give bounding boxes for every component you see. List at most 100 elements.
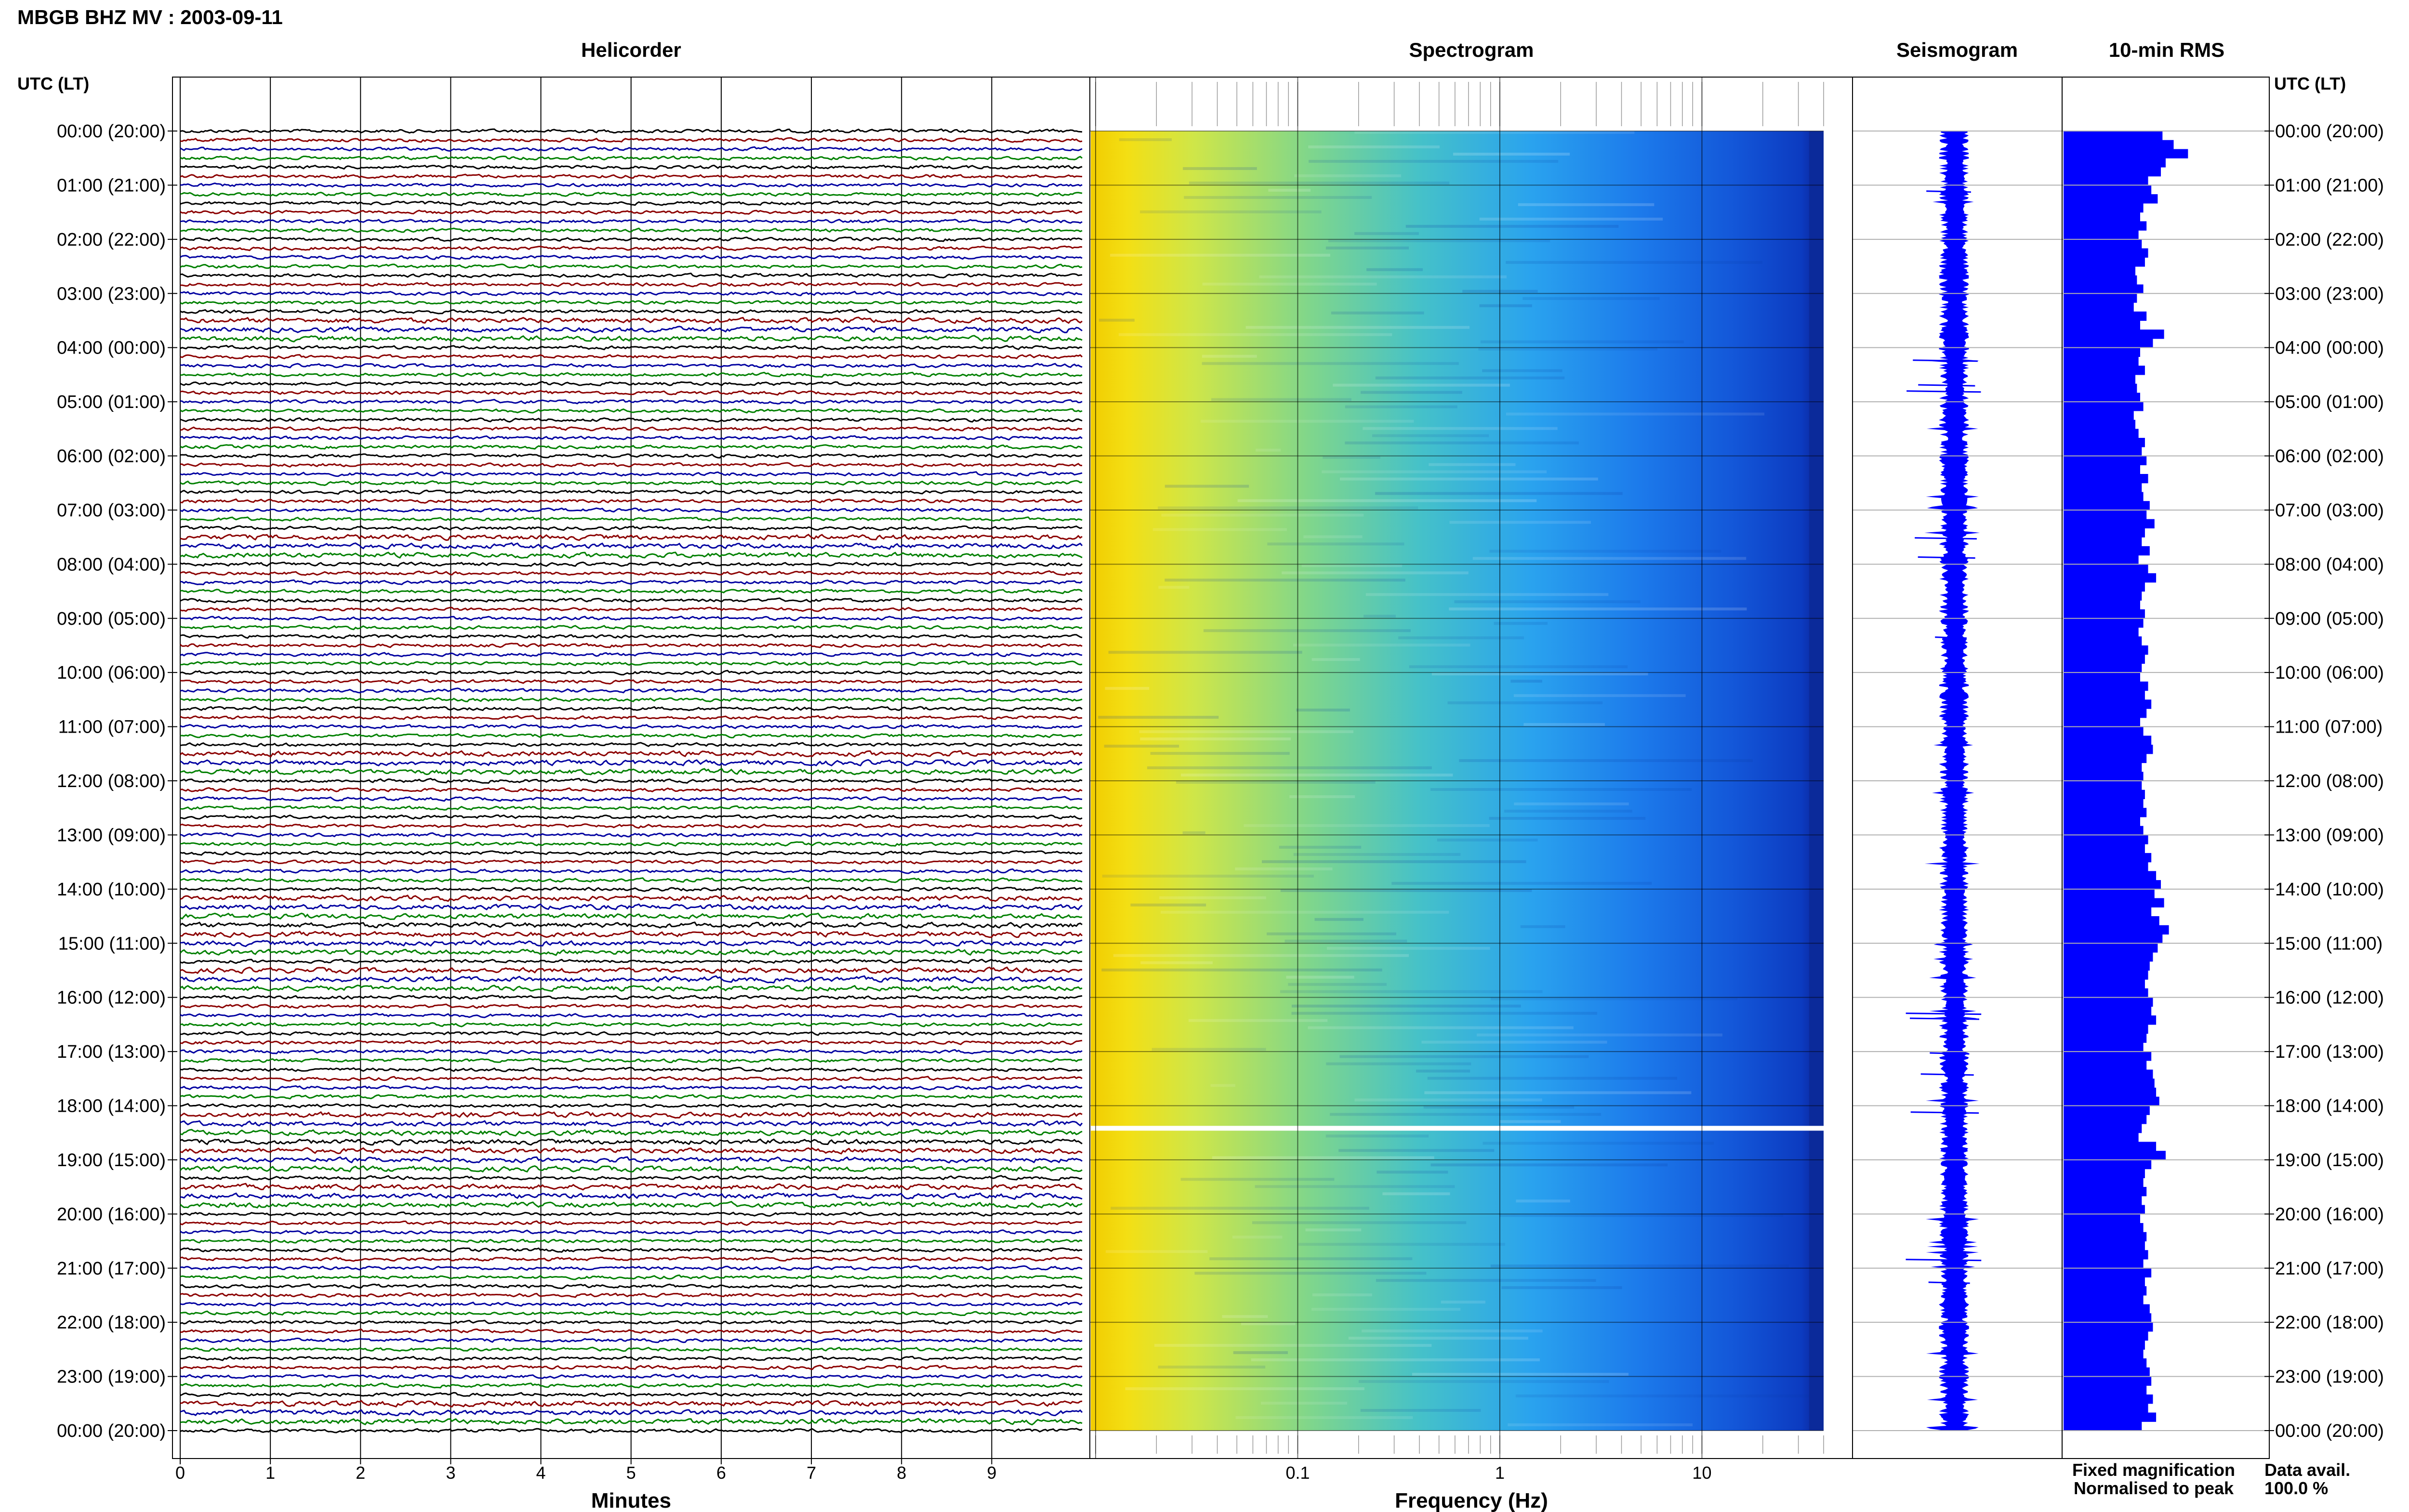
- rms-bar: [2064, 1123, 2142, 1133]
- spectrogram-texture: [1119, 138, 1172, 141]
- helicorder-trace: [180, 552, 1083, 559]
- rms-bar: [2064, 1024, 2148, 1034]
- rms-bar: [2064, 889, 2155, 899]
- spectrogram-texture: [1327, 947, 1490, 950]
- rms-bar: [2064, 862, 2148, 871]
- helicorder-trace: [180, 155, 1083, 161]
- spectrogram-texture: [1330, 1113, 1602, 1116]
- spectrogram-texture: [1140, 210, 1322, 213]
- spectrogram-texture: [1296, 709, 1350, 712]
- spectrogram-texture: [1282, 571, 1469, 575]
- spectrogram-texture: [1325, 246, 1409, 250]
- rms-bar: [2064, 383, 2137, 393]
- minute-tick-label: 2: [356, 1463, 365, 1483]
- time-label-right: 13:00 (09:00): [2275, 825, 2384, 845]
- spectrogram-texture: [1262, 860, 1526, 863]
- rms-bar: [2064, 645, 2148, 655]
- rms-bar: [2064, 203, 2144, 213]
- time-label-right: 01:00 (21:00): [2275, 175, 2384, 196]
- time-label-right: 18:00 (14:00): [2275, 1096, 2384, 1117]
- spectrogram-texture: [1152, 528, 1287, 531]
- spectrogram-texture: [1183, 167, 1257, 170]
- helicorder-trace: [180, 272, 1083, 279]
- helicorder-trace: [180, 444, 1083, 450]
- helicorder-trace: [180, 1039, 1083, 1045]
- helicorder-trace: [180, 1156, 1083, 1164]
- helicorder-trace: [180, 1175, 1083, 1181]
- helicorder-trace: [180, 381, 1083, 387]
- spectrogram-texture: [1312, 1293, 1372, 1297]
- helicorder-trace: [180, 309, 1083, 315]
- helicorder-trace: [180, 733, 1083, 739]
- helicorder-trace: [180, 245, 1083, 251]
- helicorder-trace: [180, 263, 1083, 270]
- rms-bar: [2064, 1349, 2144, 1359]
- rms-bar: [2064, 618, 2144, 628]
- helicorder-trace: [180, 912, 1083, 920]
- spectrogram-texture: [1514, 802, 1629, 805]
- spectrogram-texture: [1158, 1366, 1266, 1369]
- rms-bar: [2064, 1358, 2147, 1368]
- rms-bar: [2064, 1159, 2152, 1170]
- spectrogram-texture: [1328, 239, 1550, 242]
- helicorder-trace: [180, 1138, 1083, 1146]
- spectrogram-texture: [1160, 910, 1449, 914]
- seismogram-spike: [1909, 1017, 1980, 1020]
- spectrogram-texture: [1308, 1026, 1574, 1029]
- spectrogram-texture: [1430, 788, 1692, 791]
- spectrogram-texture: [1101, 968, 1382, 972]
- helicorder-trace: [180, 660, 1083, 667]
- spectrogram-texture: [1237, 499, 1537, 502]
- spectrogram-texture: [1499, 1120, 1561, 1123]
- spectrogram-texture: [1339, 1055, 1589, 1058]
- rms-bar: [2064, 772, 2144, 781]
- spectrogram-texture: [1280, 889, 1532, 892]
- frequency-tick-label: 1: [1495, 1463, 1505, 1483]
- spectrogram-texture: [1161, 513, 1364, 517]
- helicorder-trace: [180, 921, 1083, 929]
- rms-bar: [2064, 366, 2145, 375]
- spectrogram-texture: [1232, 1236, 1283, 1239]
- rms-bar: [2064, 1142, 2157, 1151]
- rms-bar: [2064, 1096, 2159, 1106]
- spectrogram-texture: [1375, 376, 1565, 380]
- rms-bar: [2064, 293, 2137, 303]
- time-label-right: 04:00 (00:00): [2275, 338, 2384, 358]
- rms-bar: [2064, 257, 2145, 267]
- spectrogram-texture: [1333, 383, 1510, 387]
- spectrogram-texture: [1423, 1105, 1575, 1109]
- time-label-right: 12:00 (08:00): [2275, 771, 2384, 791]
- spectrogram-texture: [1515, 1394, 1809, 1398]
- data-availability-value: 100.0 %: [2264, 1478, 2328, 1498]
- spectrogram-texture: [1252, 1221, 1467, 1224]
- rms-bar: [2064, 726, 2144, 736]
- rms-bar: [2064, 1241, 2145, 1250]
- rms-bar: [2064, 492, 2144, 501]
- helicorder-trace: [180, 787, 1083, 792]
- spectrogram-texture: [1508, 1423, 1693, 1427]
- spectrogram-texture: [1280, 990, 1543, 993]
- helicorder-trace: [180, 1247, 1083, 1253]
- spectrogram-texture: [1180, 1178, 1335, 1181]
- helicorder-trace: [180, 489, 1083, 495]
- rms-bar: [2064, 636, 2142, 646]
- spectrogram-texture: [1158, 586, 1190, 589]
- seismogram-spike: [1935, 636, 1967, 639]
- spectrogram-texture: [1194, 1272, 1427, 1275]
- helicorder-trace: [180, 1084, 1083, 1091]
- helicorder-trace: [180, 966, 1083, 974]
- rms-bar: [2064, 826, 2144, 836]
- rms-bar: [2064, 654, 2145, 664]
- rms-bar: [2064, 275, 2137, 285]
- spectrogram-texture: [1209, 1257, 1413, 1261]
- helicorder-trace: [180, 1076, 1083, 1082]
- spectrogram-texture: [1516, 1199, 1570, 1203]
- rms-bar: [2064, 1187, 2147, 1196]
- rms-bar: [2064, 753, 2147, 763]
- helicorder-trace: [180, 877, 1083, 883]
- helicorder-trace: [180, 1346, 1083, 1352]
- rms-bar: [2064, 970, 2148, 980]
- rms-bar: [2064, 483, 2142, 493]
- minute-tick-label: 7: [807, 1463, 816, 1483]
- spectrogram-texture: [1494, 622, 1548, 625]
